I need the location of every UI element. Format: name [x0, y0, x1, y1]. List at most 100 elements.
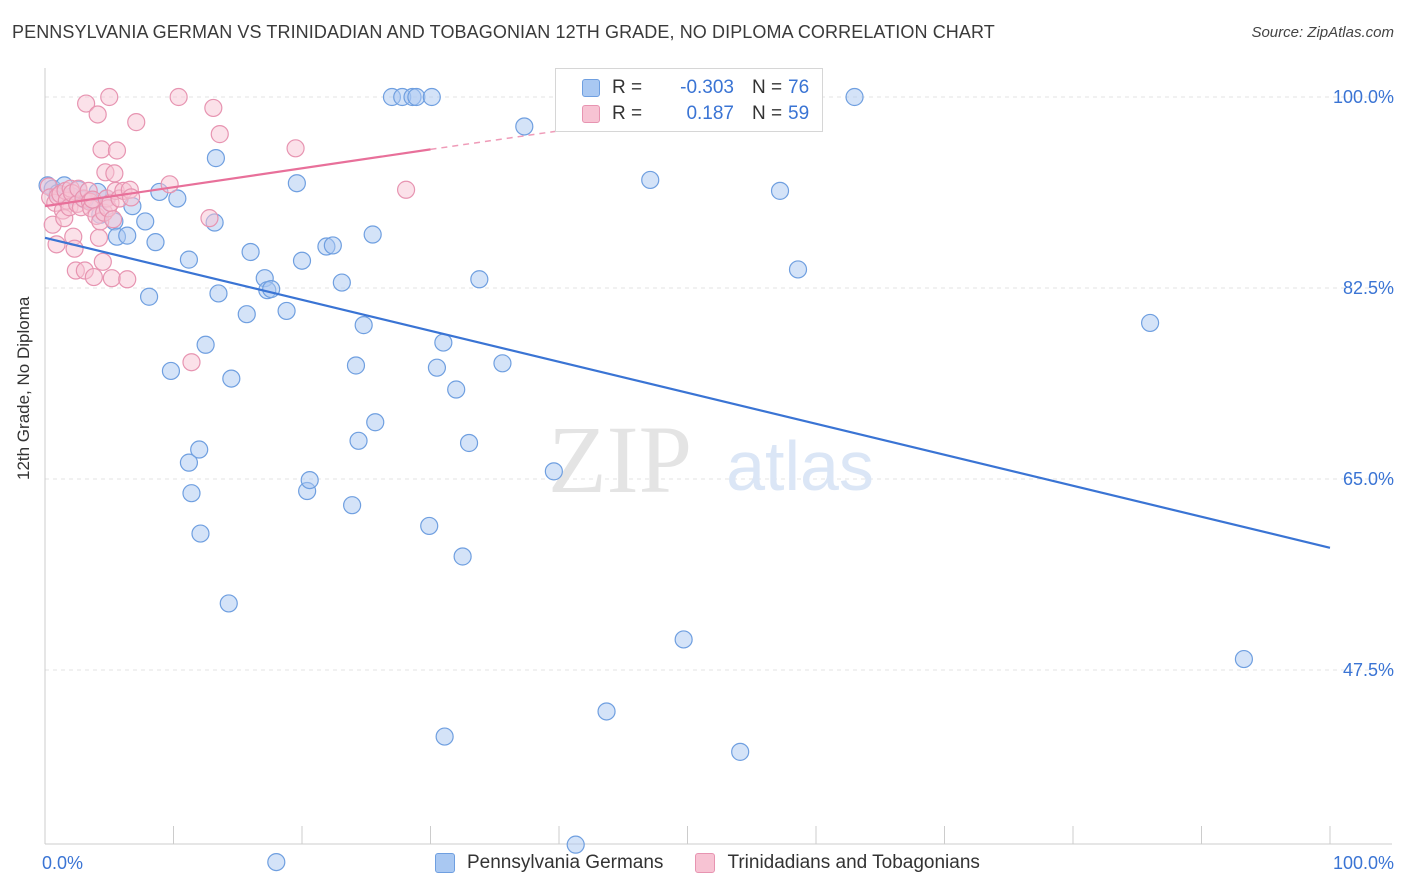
pennsylvania-german-point[interactable]	[136, 212, 155, 231]
pennsylvania-german-point[interactable]	[267, 852, 286, 872]
pennsylvania-german-point[interactable]	[146, 233, 165, 252]
legend-label: Pennsylvania Germans	[467, 852, 664, 873]
pennsylvania-german-point[interactable]	[262, 279, 281, 299]
pennsylvania-german-point[interactable]	[597, 702, 616, 721]
pennsylvania-german-point[interactable]	[277, 301, 296, 321]
pennsylvania-german-trend-line	[44, 236, 1331, 549]
chart-title: PENNSYLVANIA GERMAN VS TRINIDADIAN AND T…	[12, 22, 995, 42]
pink-swatch-icon	[695, 853, 716, 873]
series-legend: Pennsylvania Germans Trinidadians and To…	[435, 852, 1012, 874]
trinidadian-point[interactable]	[93, 252, 112, 271]
pennsylvania-german-point[interactable]	[770, 181, 790, 200]
pennsylvania-german-point[interactable]	[641, 170, 660, 190]
pennsylvania-german-point[interactable]	[1234, 649, 1254, 669]
pennsylvania-german-point[interactable]	[435, 727, 454, 746]
trinidadian-trend-extension	[430, 130, 560, 151]
axes	[44, 68, 1392, 845]
y-tick-label: 47.5%	[1342, 660, 1394, 680]
pennsylvania-german-point[interactable]	[422, 87, 441, 107]
trinidadian-point[interactable]	[104, 210, 123, 229]
pennsylvania-german-point[interactable]	[354, 316, 373, 335]
pennsylvania-german-point[interactable]	[459, 433, 479, 453]
pennsylvania-german-point[interactable]	[674, 630, 693, 649]
pennsylvania-german-point[interactable]	[434, 333, 453, 352]
pennsylvania-german-point[interactable]	[788, 260, 808, 279]
pennsylvania-german-point[interactable]	[332, 273, 351, 292]
pennsylvania-german-point[interactable]	[182, 484, 201, 503]
legend-row-pennsylvania-germans: R = -0.303 N = 76	[582, 77, 809, 99]
trinidadian-point[interactable]	[107, 141, 127, 160]
pennsylvania-german-point[interactable]	[427, 358, 447, 377]
trinidadian-point[interactable]	[88, 105, 107, 124]
pennsylvania-german-point[interactable]	[493, 354, 512, 373]
pennsylvania-german-point[interactable]	[222, 369, 241, 388]
legend-item-trinidadians[interactable]: Trinidadians and Tobagonians	[695, 852, 980, 874]
pennsylvania-german-point[interactable]	[470, 270, 489, 289]
pennsylvania-german-point[interactable]	[190, 440, 209, 459]
pennsylvania-german-point[interactable]	[420, 516, 439, 536]
pennsylvania-german-point[interactable]	[349, 431, 368, 450]
r-label: R =	[612, 77, 643, 98]
trinidadian-point[interactable]	[102, 269, 121, 288]
trinidadian-point[interactable]	[100, 87, 119, 107]
pennsylvania-german-point[interactable]	[237, 305, 256, 324]
trinidadian-point[interactable]	[77, 94, 96, 113]
pennsylvania-german-point[interactable]	[300, 470, 319, 490]
pennsylvania-german-point[interactable]	[118, 226, 137, 245]
pennsylvania-german-point[interactable]	[206, 149, 226, 168]
pennsylvania-german-point[interactable]	[196, 335, 215, 354]
pennsylvania-german-point[interactable]	[139, 287, 159, 306]
y-tick-label: 100.0%	[1332, 87, 1394, 107]
pennsylvania-german-point[interactable]	[731, 742, 750, 761]
pennsylvania-german-point[interactable]	[323, 236, 342, 255]
pennsylvania-german-point[interactable]	[287, 174, 306, 193]
pennsylvania-german-point[interactable]	[363, 225, 382, 244]
trinidadian-point[interactable]	[182, 353, 201, 372]
pennsylvania-german-point[interactable]	[346, 356, 366, 375]
pennsylvania-german-point[interactable]	[566, 835, 585, 854]
trinidadian-point[interactable]	[204, 98, 223, 118]
gridlines	[45, 96, 1392, 671]
n-label: N =	[752, 103, 783, 124]
y-tick-label: 65.0%	[1342, 469, 1394, 489]
trinidadian-point[interactable]	[118, 270, 137, 289]
pennsylvania-german-point[interactable]	[179, 250, 199, 269]
trinidadian-point[interactable]	[89, 228, 109, 247]
blue-swatch-icon	[435, 853, 455, 873]
chart-source: Source: ZipAtlas.com	[1251, 24, 1394, 41]
trinidadian-point[interactable]	[105, 164, 124, 183]
pennsylvania-german-point[interactable]	[515, 117, 534, 136]
pennsylvania-german-point[interactable]	[191, 524, 210, 543]
trinidadian-point[interactable]	[286, 139, 305, 158]
trinidadian-point[interactable]	[127, 113, 146, 132]
pennsylvania-german-point[interactable]	[219, 594, 238, 613]
pennsylvania-german-point[interactable]	[544, 462, 563, 481]
n-value: 76	[788, 77, 810, 98]
trinidadian-point[interactable]	[396, 180, 416, 199]
pennsylvania-german-point[interactable]	[447, 380, 466, 399]
trinidadian-point[interactable]	[92, 140, 111, 159]
pennsylvania-german-point[interactable]	[1140, 313, 1160, 333]
pennsylvania-german-point[interactable]	[343, 496, 362, 515]
trinidadian-point[interactable]	[169, 87, 188, 107]
trinidadian-point[interactable]	[160, 175, 179, 194]
pennsylvania-german-point[interactable]	[407, 87, 426, 107]
x-tick-label: 100.0%	[1332, 853, 1394, 873]
trinidadian-point[interactable]	[200, 209, 219, 228]
pennsylvania-german-point[interactable]	[845, 87, 864, 107]
pennsylvania-german-point[interactable]	[161, 361, 181, 381]
pennsylvania-german-point[interactable]	[366, 413, 385, 432]
trinidadian-point[interactable]	[121, 188, 141, 207]
pennsylvania-german-point[interactable]	[179, 453, 199, 472]
pennsylvania-german-point[interactable]	[168, 189, 187, 208]
pennsylvania-german-point[interactable]	[241, 242, 260, 262]
r-value: 0.187	[686, 103, 734, 124]
r-value: -0.303	[680, 77, 734, 98]
legend-item-pennsylvania-germans[interactable]: Pennsylvania Germans	[435, 852, 663, 874]
pennsylvania-german-point[interactable]	[292, 251, 312, 270]
trinidadian-point[interactable]	[210, 125, 229, 144]
trinidadian-point[interactable]	[84, 267, 103, 287]
pennsylvania-german-point[interactable]	[453, 547, 472, 566]
pennsylvania-german-point[interactable]	[209, 284, 228, 303]
